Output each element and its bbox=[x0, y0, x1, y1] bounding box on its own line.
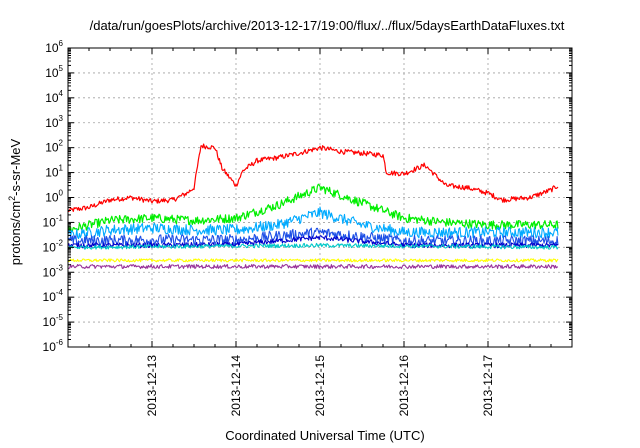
y-tick-label: 105 bbox=[45, 64, 63, 80]
y-tick-exponent: 0 bbox=[59, 189, 64, 198]
y-tick-exponent: -6 bbox=[56, 338, 64, 347]
y-tick-exponent: 4 bbox=[59, 89, 64, 98]
y-tick-label: 10-3 bbox=[43, 263, 64, 279]
y-tick-base: 10 bbox=[43, 265, 57, 279]
y-tick-exponent: -3 bbox=[56, 263, 64, 272]
y-tick-base: 10 bbox=[45, 166, 59, 180]
y-tick-label: 106 bbox=[45, 39, 63, 55]
y-tick-label: 103 bbox=[45, 114, 63, 130]
y-tick-label: 102 bbox=[45, 139, 63, 155]
y-tick-exponent: -4 bbox=[56, 288, 64, 297]
x-axis: 2013-12-13 2013-12-14 2013-12-15 2013-12-16… bbox=[67, 48, 573, 417]
y-tick-base: 10 bbox=[45, 191, 59, 205]
y-tick-base: 10 bbox=[45, 141, 59, 155]
y-tick-exponent: -5 bbox=[56, 313, 64, 322]
y-tick-base: 10 bbox=[45, 41, 59, 55]
series-line-2 bbox=[67, 183, 559, 233]
y-axis-title-rest: -s-sr-MeV bbox=[8, 138, 23, 195]
x-tick-label: 2013-12-13 bbox=[145, 355, 159, 417]
y-tick-base: 10 bbox=[43, 315, 57, 329]
y-axis-title-base: protons/cm bbox=[8, 201, 23, 265]
series-line-1 bbox=[67, 143, 559, 212]
y-tick-base: 10 bbox=[43, 290, 57, 304]
y-axis: 10-610-510-410-310-210-11001011021031041… bbox=[43, 39, 572, 354]
y-tick-label: 101 bbox=[45, 164, 63, 180]
grid-lines bbox=[68, 48, 572, 347]
x-tick-label: 2013-12-14 bbox=[229, 355, 243, 417]
y-tick-label: 104 bbox=[45, 89, 63, 105]
x-tick-label: 2013-12-16 bbox=[397, 355, 411, 417]
y-tick-exponent: -2 bbox=[56, 238, 64, 247]
y-tick-exponent: -1 bbox=[56, 213, 64, 222]
y-axis-title: protons/cm2-s-sr-MeV bbox=[7, 138, 23, 265]
y-tick-base: 10 bbox=[43, 340, 57, 354]
y-tick-base: 10 bbox=[43, 215, 57, 229]
y-tick-label: 10-4 bbox=[43, 288, 64, 304]
y-tick-exponent: 1 bbox=[59, 164, 64, 173]
x-tick-label: 2013-12-17 bbox=[481, 355, 495, 417]
y-tick-label: 100 bbox=[45, 189, 63, 205]
y-tick-exponent: 6 bbox=[59, 39, 64, 48]
series-line-6 bbox=[67, 242, 559, 250]
series-line-7 bbox=[68, 258, 559, 263]
y-tick-exponent: 3 bbox=[59, 114, 64, 123]
y-tick-base: 10 bbox=[45, 116, 59, 130]
series-line-3 bbox=[67, 206, 559, 240]
x-axis-title: Coordinated Universal Time (UTC) bbox=[225, 428, 424, 443]
series-line-8 bbox=[67, 263, 559, 270]
y-tick-exponent: 2 bbox=[59, 139, 64, 148]
y-axis-title-sup: 2 bbox=[7, 196, 17, 201]
chart-title: /data/run/goesPlots/archive/2013-12-17/1… bbox=[90, 18, 565, 33]
y-tick-base: 10 bbox=[43, 240, 57, 254]
y-tick-exponent: 5 bbox=[59, 64, 64, 73]
y-tick-label: 10-2 bbox=[43, 238, 64, 254]
series-line-5 bbox=[67, 235, 559, 249]
y-tick-label: 10-1 bbox=[43, 213, 64, 229]
y-tick-label: 10-6 bbox=[43, 338, 64, 354]
x-tick-label: 2013-12-15 bbox=[313, 355, 327, 417]
y-tick-base: 10 bbox=[45, 91, 59, 105]
y-tick-label: 10-5 bbox=[43, 313, 64, 329]
y-tick-base: 10 bbox=[45, 66, 59, 80]
series-group bbox=[67, 143, 559, 270]
